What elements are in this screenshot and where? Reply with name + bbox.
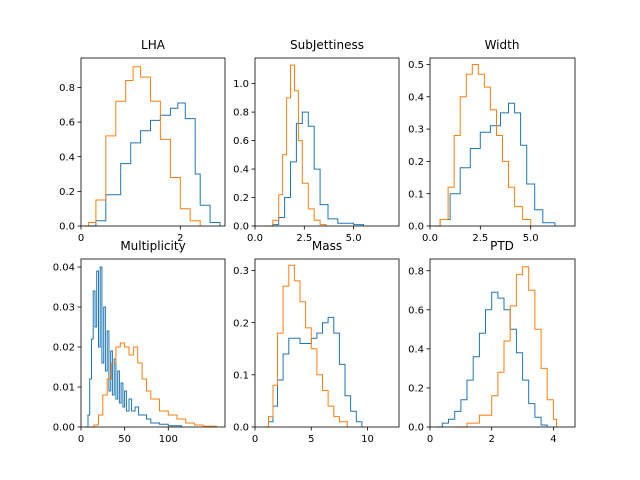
histogram-series-1 (85, 266, 182, 428)
x-tick-label: 0 (78, 233, 84, 244)
panel-ptd: 0 2 4 0.0 0.2 0.4 0.6 0.8 PTD (408, 239, 576, 445)
x-tick-label: 5.0 (523, 233, 539, 244)
y-tick-label: 0.1 (408, 189, 424, 200)
histogram-series-1 (264, 111, 364, 227)
y-tick-label: 0.04 (53, 263, 75, 274)
y-tick-label: 0.5 (408, 60, 424, 71)
y-tick-label: 0.2 (408, 157, 424, 168)
y-tick-label: 0.6 (59, 118, 75, 129)
histogram-series-2 (264, 64, 327, 227)
x-tick-label: 0.0 (422, 233, 438, 244)
axes-frame (429, 57, 576, 227)
x-tick-label: 100 (159, 434, 178, 445)
y-tick-label: 0.0 (233, 423, 249, 434)
histogram-series-1 (434, 102, 556, 227)
x-tick-label: 2 (177, 233, 183, 244)
axes-frame (429, 258, 576, 428)
histogram-series-1 (83, 102, 221, 227)
y-tick-label: 0.4 (233, 165, 249, 176)
panel-width: 0.0 2.5 5.0 0.0 0.1 0.2 0.3 0.4 0.5 Width (408, 38, 576, 244)
y-tick-label: 0.0 (233, 222, 249, 233)
histogram-series-2 (434, 64, 532, 227)
y-tick-label: 0.2 (408, 384, 424, 395)
y-tick-label: 0.6 (408, 305, 424, 316)
histogram-series-1 (264, 316, 363, 428)
x-tick-label: 0 (252, 434, 258, 445)
x-tick-label: 10 (361, 434, 374, 445)
histogram-series-2 (89, 342, 217, 428)
y-tick-label: 0.8 (59, 83, 75, 94)
y-tick-label: 0.03 (53, 303, 75, 314)
y-tick-label: 0.1 (233, 370, 249, 381)
panel-multiplicity: 0 50 100 0.00 0.01 0.02 0.03 0.04 Multiplicity (53, 239, 226, 445)
panel-lha: 0 2 0.0 0.2 0.4 0.6 0.8 LHA (59, 38, 226, 244)
histogram-series-2 (264, 264, 348, 428)
panel-title: LHA (141, 38, 166, 52)
y-tick-label: 0.0 (59, 222, 75, 233)
histogram-series-2 (454, 266, 557, 428)
panel-mass: 0 5 10 0.0 0.1 0.2 0.3 Mass (233, 239, 400, 445)
x-tick-label: 2.5 (472, 233, 488, 244)
axes-frame (80, 57, 226, 227)
y-tick-label: 0.01 (53, 383, 75, 394)
x-tick-label: 5.0 (346, 233, 362, 244)
panel-title: SubJettiness (290, 38, 364, 52)
y-tick-label: 0.0 (408, 222, 424, 233)
y-tick-label: 0.3 (233, 266, 249, 277)
x-tick-label: 0 (78, 434, 84, 445)
y-tick-label: 0.2 (233, 318, 249, 329)
panel-title: Multiplicity (120, 239, 185, 253)
axes-frame (254, 258, 400, 428)
y-tick-label: 0.0 (408, 423, 424, 434)
x-tick-label: 2.5 (296, 233, 312, 244)
y-tick-label: 1.0 (233, 79, 249, 90)
axes-frame (254, 57, 400, 227)
histogram-series-2 (83, 66, 201, 227)
x-tick-label: 2 (489, 434, 495, 445)
y-tick-label: 0.4 (408, 344, 424, 355)
x-tick-label: 50 (118, 434, 131, 445)
y-tick-label: 0.8 (408, 266, 424, 277)
axes-frame (80, 258, 226, 428)
panel-subjettiness: 0.0 2.5 5.0 0.0 0.2 0.4 0.6 0.8 1.0 SubJettiness (233, 38, 400, 244)
y-tick-label: 0.8 (233, 108, 249, 119)
x-tick-label: 5 (308, 434, 314, 445)
y-tick-label: 0.6 (233, 136, 249, 147)
histogram-series-1 (436, 291, 548, 428)
panel-title: PTD (490, 239, 514, 253)
x-tick-label: 0.0 (247, 233, 263, 244)
x-tick-label: 4 (550, 434, 556, 445)
y-tick-label: 0.02 (53, 343, 75, 354)
y-tick-label: 0.00 (53, 423, 75, 434)
y-tick-label: 0.4 (59, 152, 75, 163)
y-tick-label: 0.3 (408, 125, 424, 136)
x-tick-label: 0 (427, 434, 433, 445)
y-tick-label: 0.4 (408, 92, 424, 103)
panel-title: Mass (312, 239, 342, 253)
panel-title: Width (485, 38, 520, 52)
y-tick-label: 0.2 (59, 187, 75, 198)
y-tick-label: 0.2 (233, 193, 249, 204)
